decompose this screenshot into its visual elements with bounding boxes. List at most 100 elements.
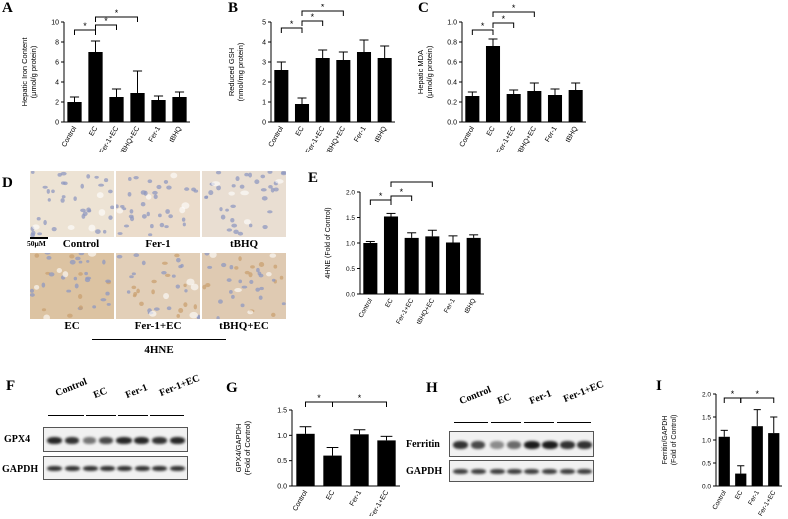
nucleus [240, 303, 245, 308]
y-axis-label: Reduced GSH [227, 48, 236, 96]
band [152, 437, 167, 444]
bar-fer-1-ec [404, 237, 419, 294]
tissue-texture [204, 171, 286, 236]
x-tick-label: tBHQ [374, 125, 389, 144]
band [83, 437, 96, 444]
nucleus [74, 283, 79, 289]
bar-tbhq [466, 237, 481, 294]
band [577, 469, 592, 474]
nucleus [86, 259, 90, 263]
bar-tbhq [172, 97, 187, 122]
bar-fer-1-ec [506, 94, 521, 122]
nucleus [228, 289, 233, 294]
vacuole [190, 283, 199, 291]
blot-h-ferritin-membrane [449, 431, 594, 457]
nucleus [69, 259, 76, 265]
nucleus [116, 254, 123, 259]
nucleus [42, 185, 48, 189]
nucleus [67, 313, 73, 318]
y-tick-label: 3 [262, 60, 266, 67]
x-tick-label: Fer-1+EC [496, 125, 517, 152]
vacuole [56, 268, 63, 273]
nucleus [180, 263, 184, 268]
nucleus [117, 232, 123, 235]
bar-control [363, 243, 378, 294]
micrograph-label-fer-1: Fer-1 [145, 238, 171, 250]
y-tick-label: 1.5 [702, 415, 711, 422]
x-tick-label: tBHQ+EC [416, 297, 437, 324]
nucleus [231, 184, 236, 188]
nucleus [208, 190, 214, 196]
x-tick-label: tBHQ+EC [517, 126, 539, 152]
nucleus [271, 278, 276, 282]
vacuole [67, 224, 75, 231]
y-axis-label: Hepatic MDA [416, 50, 425, 94]
vacuole [243, 219, 251, 225]
nucleus [131, 285, 137, 290]
panel-label-d: D [2, 175, 13, 191]
vacuole [211, 181, 221, 187]
nucleus [161, 261, 168, 265]
nucleus [41, 282, 46, 288]
nucleus [237, 231, 244, 236]
blot-h-lane-bar-1 [454, 422, 488, 423]
blot-f-lane-bar-2 [86, 415, 116, 416]
nucleus [140, 201, 146, 207]
bar-fer-1 [350, 434, 369, 486]
bar-tbhq-ec [130, 93, 145, 122]
y-tick-label: 4 [262, 40, 266, 47]
nucleus [141, 260, 146, 266]
micrograph-label-fer-1-ec: Fer-1+EC [134, 320, 182, 332]
significance-marker: * [115, 8, 119, 18]
x-tick-label: Fer-1+EC [99, 126, 120, 153]
band [524, 469, 539, 474]
stain-underline [92, 339, 226, 340]
x-tick-label: Control [358, 297, 375, 319]
panel-label-h: H [426, 380, 438, 396]
nucleus [273, 264, 278, 269]
nucleus [260, 174, 266, 179]
nucleus [105, 291, 110, 296]
nucleus [51, 189, 55, 194]
significance-marker: * [731, 389, 735, 399]
y-axis-label: Ferritin/GAPDH [662, 416, 669, 465]
nucleus [78, 305, 83, 310]
nucleus [241, 285, 248, 289]
nucleus [69, 254, 75, 259]
bar-control [718, 436, 730, 486]
micrograph-tbhq [202, 171, 286, 237]
x-tick-label: EC [486, 126, 497, 138]
nucleus [127, 191, 132, 197]
vacuole [88, 224, 96, 232]
nucleus [258, 273, 264, 278]
nucleus [102, 229, 107, 234]
significance-bracket [492, 11, 535, 17]
nucleus [267, 171, 273, 174]
bar-tbhq-ec [425, 236, 440, 294]
nucleus [57, 173, 62, 177]
significance-bracket [95, 16, 138, 22]
chart-gpx4: 0.0 0.5 1.0 1.5 GPX4/GAPDH (Fold of Control) C… [234, 393, 400, 517]
nucleus [204, 195, 209, 199]
nucleus [248, 172, 252, 178]
bar-fer-1 [445, 242, 461, 294]
nucleus [280, 171, 286, 175]
significance-bracket [301, 10, 344, 16]
x-tick-label: Fer-1+EC [369, 490, 390, 517]
band [170, 437, 185, 444]
vacuole [43, 314, 50, 319]
bar-control [274, 70, 289, 122]
nucleus [75, 256, 81, 261]
nucleus [273, 187, 279, 192]
y-tick-label: 0.0 [702, 484, 711, 491]
vacuole [269, 253, 277, 258]
micrograph-ec [30, 253, 114, 319]
nucleus [133, 175, 139, 180]
nucleus [78, 253, 85, 256]
vacuole [163, 292, 170, 300]
significance-bracket [332, 401, 387, 407]
x-tick-label: Fer-1+EC [395, 297, 415, 324]
blot-f-lane-bar-1 [48, 415, 84, 416]
micrograph-label-tbhq: tBHQ [229, 238, 259, 250]
vacuole [209, 253, 217, 258]
